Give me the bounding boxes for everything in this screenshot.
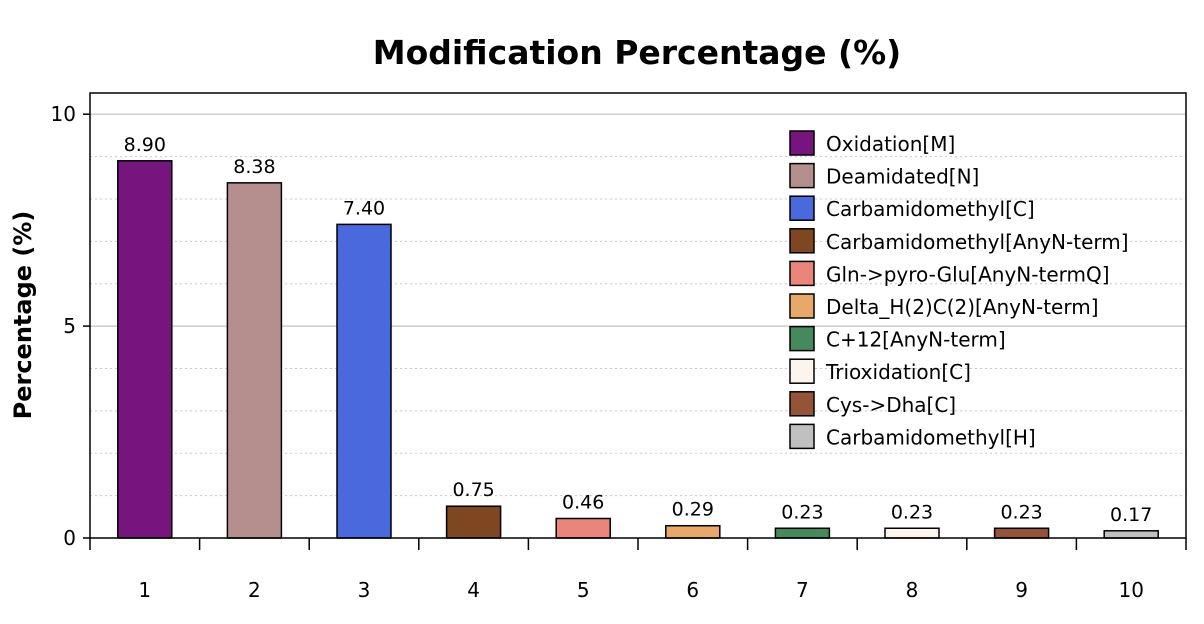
bar (445, 505, 502, 539)
axes: 0 5 10 1 2 3 4 5 6 7 8 9 10 (51, 92, 1187, 602)
value-label: 0.17 (1110, 504, 1152, 526)
legend-item: Cys->Dha[C] (789, 391, 956, 417)
x-tick-label: 10 (1118, 578, 1143, 602)
value-label: 0.29 (672, 499, 714, 521)
legend-swatch (789, 293, 815, 319)
legend-swatch (789, 228, 815, 254)
value-label: 0.23 (1000, 501, 1042, 523)
legend-item: Carbamidomethyl[AnyN-term] (789, 228, 1129, 254)
y-tick-label: 0 (63, 526, 76, 550)
legend-swatch (789, 325, 815, 352)
bar (336, 223, 392, 539)
bar (1103, 530, 1159, 539)
chart-title: Modification Percentage (%) (373, 33, 902, 72)
legend-label: Carbamidomethyl[AnyN-term] (826, 230, 1129, 254)
legend-item: Trioxidation[C] (789, 358, 971, 384)
x-tick-label: 4 (467, 578, 480, 602)
legend-item: Delta_H(2)C(2)[AnyN-term] (789, 293, 1099, 319)
legend-swatch (789, 195, 815, 221)
legend-item: Gln->pyro-Glu[AnyN-termQ] (789, 260, 1110, 287)
value-label: 0.23 (891, 501, 933, 523)
bar (555, 517, 611, 539)
legend-item: Deamidated[N] (789, 162, 979, 189)
bar (993, 527, 1050, 539)
value-label: 0.75 (452, 479, 494, 501)
legend-swatch (789, 358, 815, 384)
x-tick-label: 5 (577, 578, 590, 602)
y-tick-label: 10 (51, 102, 76, 126)
x-tick-label: 6 (686, 578, 699, 602)
legend-label: Gln->pyro-Glu[AnyN-termQ] (826, 262, 1110, 286)
bar (884, 527, 940, 539)
legend-label: Carbamidomethyl[H] (826, 425, 1036, 449)
bar (226, 182, 283, 539)
legend-label: C+12[AnyN-term] (826, 328, 1006, 352)
bar (774, 527, 831, 539)
x-tick-label: 3 (358, 578, 371, 602)
legend-item: Carbamidomethyl[H] (789, 423, 1036, 450)
value-label: 8.90 (124, 134, 166, 156)
x-tick-label: 2 (248, 578, 261, 602)
y-tick-label: 5 (63, 314, 76, 338)
bar (665, 524, 721, 539)
x-tick-label: 9 (1015, 578, 1028, 602)
legend-item: Oxidation[M] (789, 130, 955, 156)
legend-label: Cys->Dha[C] (826, 393, 956, 417)
legend-label: Delta_H(2)C(2)[AnyN-term] (826, 295, 1099, 319)
legend-swatch (789, 391, 815, 417)
legend-item: C+12[AnyN-term] (789, 325, 1006, 352)
legend-swatch (789, 423, 815, 450)
legend-swatch (789, 130, 815, 156)
legend-swatch (789, 260, 815, 287)
value-label: 0.46 (562, 492, 604, 514)
legend-item: Carbamidomethyl[C] (789, 195, 1035, 221)
y-axis-label: Percentage (%) (9, 211, 37, 420)
legend-label: Trioxidation[C] (825, 360, 971, 384)
value-label: 8.38 (233, 156, 275, 178)
legend-label: Deamidated[N] (826, 165, 979, 189)
bars: 8.90 8.38 7.40 0.75 0.46 0.29 0.23 0.23 0.23 0.17 (117, 134, 1159, 539)
x-tick-label: 8 (906, 578, 919, 602)
value-label: 7.40 (343, 197, 385, 219)
legend-label: Oxidation[M] (826, 132, 955, 156)
value-label: 0.23 (781, 501, 823, 523)
legend-label: Carbamidomethyl[C] (826, 197, 1035, 221)
legend: Oxidation[M] Deamidated[N] Carbamidomethyl… (789, 130, 1129, 450)
x-tick-label: 7 (796, 578, 809, 602)
x-tick-label: 1 (138, 578, 151, 602)
bar (117, 160, 173, 539)
legend-swatch (789, 162, 815, 189)
